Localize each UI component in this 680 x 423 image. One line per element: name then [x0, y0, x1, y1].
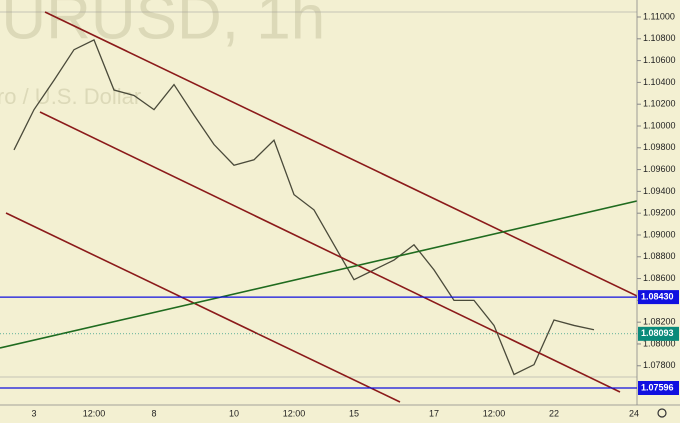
x-tick-label: 15 — [349, 408, 359, 418]
y-tick-label: 1.09600 — [643, 164, 676, 174]
trend-line — [39, 111, 621, 393]
y-tick-label: 1.08600 — [643, 273, 676, 283]
y-tick-label: 1.09800 — [643, 142, 676, 152]
trend-line — [44, 11, 638, 297]
y-tick-label: 1.10800 — [643, 33, 676, 43]
price-axis — [637, 0, 680, 423]
x-tick-label: 12:00 — [83, 408, 106, 418]
y-tick-label: 1.10600 — [643, 55, 676, 65]
price-tag — [638, 290, 679, 305]
y-tick-label: 1.11000 — [643, 11, 675, 21]
price-tag-label: 1.07596 — [641, 382, 674, 392]
x-tick-label: 17 — [429, 408, 439, 418]
y-tick-label: 1.09400 — [643, 186, 676, 196]
x-tick-label: 24 — [629, 408, 639, 418]
settings-icon[interactable] — [657, 408, 667, 418]
x-tick-label: 10 — [229, 408, 239, 418]
y-tick-label: 1.10400 — [643, 77, 676, 87]
watermark: EURUSD, 1h — [0, 0, 325, 52]
price-tag — [638, 326, 679, 341]
y-tick-label: 1.08200 — [643, 317, 676, 327]
x-tick-label: 8 — [151, 408, 156, 418]
watermark-subtitle: Euro / U.S. Dollar — [0, 84, 141, 109]
y-tick-label: 1.10000 — [643, 120, 676, 130]
trend-line — [0, 200, 638, 349]
x-tick-label: 3 — [31, 408, 36, 418]
x-tick-label: 12:00 — [283, 408, 306, 418]
x-tick-label: 22 — [549, 408, 559, 418]
y-tick-label: 1.09000 — [643, 229, 676, 239]
price-tag-label: 1.08093 — [641, 328, 674, 338]
trend-line — [5, 212, 401, 403]
price-tag — [638, 380, 679, 395]
y-tick-label: 1.10200 — [643, 99, 676, 109]
price-tag-label: 1.08430 — [641, 291, 674, 301]
y-tick-label: 1.08800 — [643, 251, 676, 261]
y-tick-label: 1.07800 — [643, 360, 676, 370]
y-tick-label: 1.08000 — [643, 338, 676, 348]
x-tick-label: 12:00 — [483, 408, 506, 418]
y-tick-label: 1.09200 — [643, 208, 676, 218]
